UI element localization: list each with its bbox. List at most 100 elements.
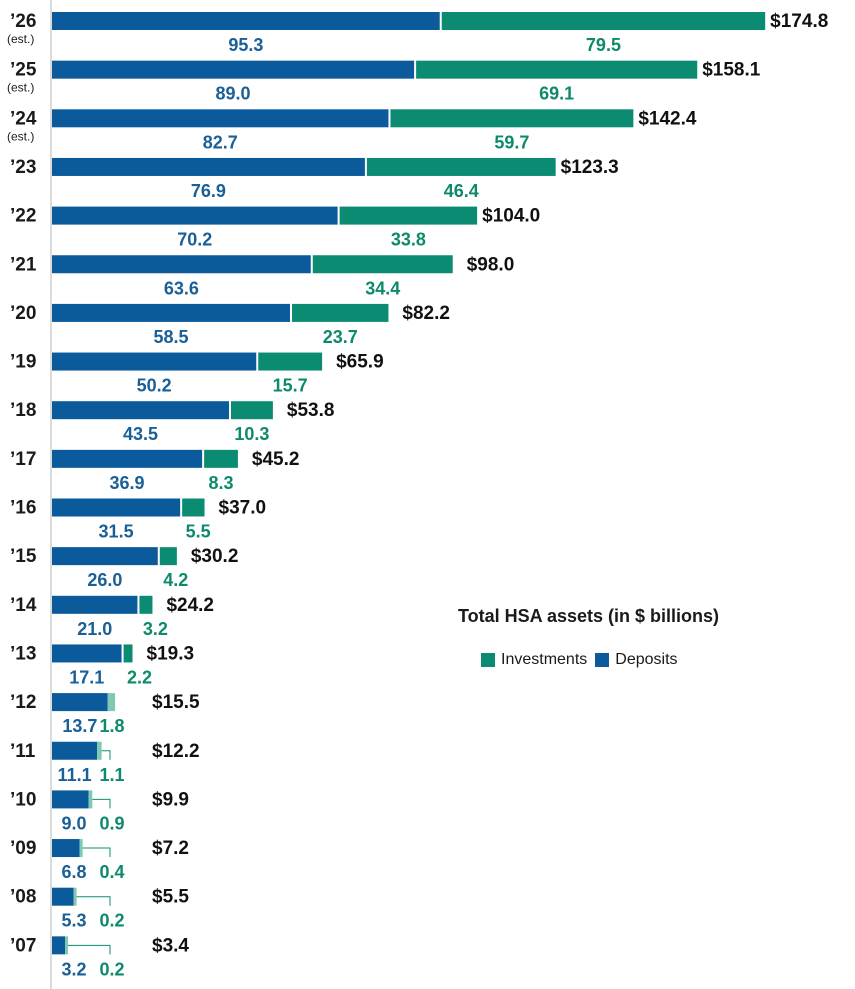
deposit-value-label: 95.3: [228, 35, 263, 55]
legend-item-investments: Investments: [481, 651, 587, 669]
legend: Investments Deposits: [481, 651, 686, 669]
bar-investments: [73, 887, 77, 906]
bar-deposits: [52, 887, 74, 906]
bar-deposits: [52, 303, 291, 322]
total-label: $37.0: [219, 498, 267, 519]
year-label: ’17: [10, 449, 36, 470]
bar-investments: [159, 547, 177, 566]
total-label: $104.0: [482, 206, 540, 227]
deposit-value-label: 9.0: [61, 813, 86, 833]
total-label: $12.2: [152, 741, 200, 762]
total-label: $65.9: [336, 352, 384, 373]
leader-line: [101, 750, 111, 760]
investment-value-label: 69.1: [539, 84, 574, 104]
year-label: ’16: [10, 498, 36, 519]
bar-investments: [88, 790, 93, 809]
bar-investments: [258, 352, 323, 371]
year-label: ’09: [10, 838, 36, 859]
year-label: ’13: [10, 643, 36, 664]
investment-value-label: 0.2: [99, 911, 124, 931]
investment-value-label: 10.3: [234, 424, 269, 444]
bar-deposits: [52, 839, 80, 858]
total-label: $158.1: [702, 60, 761, 81]
deposit-value-label: 6.8: [61, 862, 86, 882]
bar-investments: [204, 449, 238, 468]
deposit-value-label: 3.2: [61, 959, 86, 979]
bar-deposits: [52, 206, 338, 225]
leader-line: [76, 896, 111, 906]
total-label: $24.2: [166, 595, 214, 616]
investment-value-label: 46.4: [444, 181, 479, 201]
investment-value-label: 0.9: [99, 813, 124, 833]
bar-deposits: [52, 498, 181, 517]
bar-investments: [97, 741, 102, 760]
legend-item-deposits: Deposits: [595, 651, 678, 669]
deposit-value-label: 36.9: [110, 473, 145, 493]
bar-deposits: [52, 109, 389, 128]
bar-investments: [416, 60, 698, 79]
total-label: $174.8: [770, 11, 828, 32]
legend-swatch-deposits: [595, 653, 610, 667]
bar-deposits: [52, 157, 365, 176]
estimate-note: (est.): [7, 32, 34, 46]
deposit-value-label: 13.7: [62, 716, 97, 736]
year-label: ’24: [10, 108, 37, 129]
chart-title: Total HSA assets (in $ billions): [458, 606, 720, 626]
bar-deposits: [52, 352, 257, 371]
total-label: $5.5: [152, 887, 189, 908]
year-label: ’26: [10, 11, 36, 32]
total-label: $53.8: [287, 400, 335, 421]
bar-deposits: [52, 595, 138, 614]
bar-deposits: [52, 547, 158, 566]
investment-value-label: 15.7: [273, 376, 308, 396]
bar-investments: [312, 255, 453, 274]
year-label: ’12: [10, 692, 36, 713]
deposit-value-label: 21.0: [77, 619, 112, 639]
total-label: $82.2: [402, 303, 450, 324]
total-label: $30.2: [191, 546, 239, 567]
total-label: $7.2: [152, 838, 189, 859]
total-label: $19.3: [147, 643, 195, 664]
investment-value-label: 4.2: [163, 570, 188, 590]
bar-deposits: [52, 644, 122, 663]
deposit-value-label: 26.0: [87, 570, 122, 590]
total-label: $45.2: [252, 449, 300, 470]
total-label: $98.0: [467, 254, 515, 275]
legend-label-deposits: Deposits: [615, 651, 678, 668]
bar-deposits: [52, 255, 311, 274]
deposit-value-label: 31.5: [99, 522, 134, 542]
investment-value-label: 0.2: [99, 959, 124, 979]
investment-value-label: 3.2: [143, 619, 168, 639]
investment-value-label: 1.8: [99, 716, 124, 736]
bar-investments: [366, 157, 556, 176]
year-label: ’10: [10, 789, 36, 810]
legend-label-investments: Investments: [501, 651, 588, 668]
bar-investments: [182, 498, 205, 517]
year-label: ’18: [10, 400, 36, 421]
bar-investments: [107, 693, 116, 712]
deposit-value-label: 89.0: [216, 84, 251, 104]
year-label: ’22: [10, 206, 36, 227]
deposit-value-label: 11.1: [58, 765, 92, 785]
deposit-value-label: 58.5: [153, 327, 188, 347]
year-label: ’14: [10, 595, 37, 616]
bar-deposits: [52, 60, 415, 79]
leader-line: [82, 847, 111, 858]
year-label: ’11: [10, 741, 36, 762]
investment-value-label: 79.5: [586, 35, 621, 55]
leader-line: [68, 944, 111, 955]
deposit-value-label: 17.1: [69, 667, 104, 687]
total-label: $15.5: [152, 692, 200, 713]
bar-investments: [139, 595, 153, 614]
bar-investments: [230, 401, 273, 420]
deposit-value-label: 76.9: [191, 181, 226, 201]
year-label: ’08: [10, 887, 36, 908]
leader-line: [92, 798, 111, 809]
year-label: ’19: [10, 352, 36, 373]
investment-value-label: 59.7: [494, 132, 529, 152]
investment-value-label: 1.1: [99, 765, 124, 785]
deposit-value-label: 5.3: [61, 911, 86, 931]
investment-value-label: 23.7: [323, 327, 358, 347]
year-label: ’20: [10, 303, 36, 324]
